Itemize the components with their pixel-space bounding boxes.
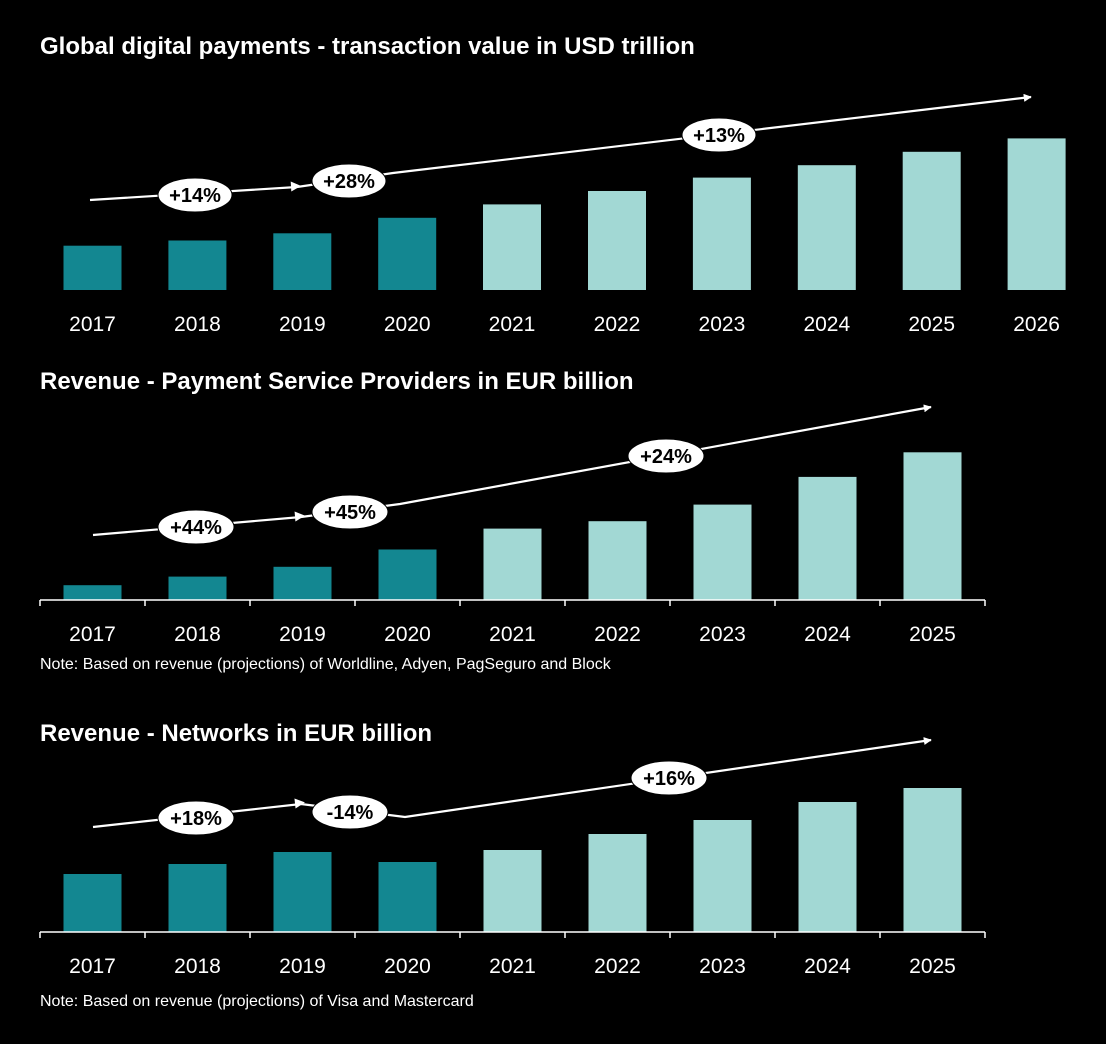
x-tick-label: 2023 [699,955,746,978]
bar-2017 [63,874,122,932]
bar-2020 [378,217,437,290]
bar-2024 [798,802,857,932]
x-tick-label: 2026 [1013,313,1060,336]
x-tick-label: 2019 [279,313,326,336]
growth-arrow-head [290,181,301,192]
bar-2018 [168,240,227,290]
bar-2017 [63,585,122,600]
chart-title: Global digital payments - transaction va… [40,33,695,60]
bar-2019 [273,852,332,932]
x-tick-label: 2023 [699,623,746,646]
bar-2026 [1007,138,1066,290]
x-tick-label: 2019 [279,623,326,646]
x-tick-label: 2022 [594,623,641,646]
growth-rate-label: +18% [170,808,222,830]
bar-2025 [902,151,961,290]
chart-title: Revenue - Payment Service Providers in E… [40,368,634,395]
x-tick-label: 2017 [69,313,116,336]
growth-bubble [311,163,387,199]
bar-2021 [483,204,541,290]
chart-note: Note: Based on revenue (projections) of … [40,993,474,1010]
bar-2022 [588,191,646,290]
x-tick-label: 2025 [909,955,956,978]
growth-rate-label: +16% [643,768,695,790]
bar-2022 [588,521,647,600]
bar-2023 [692,177,751,290]
chart-title: Revenue - Networks in EUR billion [40,720,433,747]
growth-rate-label: +28% [323,171,375,193]
x-tick-label: 2018 [174,623,221,646]
growth-rate-label: -14% [327,802,374,824]
bar-2017 [63,245,122,290]
bar-2019 [273,233,332,290]
x-tick-label: 2020 [384,955,431,978]
bar-2019 [273,566,332,600]
growth-bubble [157,800,235,836]
bar-2022 [588,834,647,932]
growth-bubble [681,117,757,153]
growth-arrow-head [294,511,305,522]
x-tick-label: 2024 [803,313,850,336]
x-tick-label: 2025 [909,623,956,646]
growth-arrow-head [294,798,305,809]
growth-bubble [627,438,705,474]
bar-2025 [903,788,962,932]
growth-arrow [89,93,1032,202]
growth-bubble [630,760,708,796]
x-tick-label: 2025 [908,313,955,336]
bar-2024 [798,476,857,600]
bar-2024 [797,165,856,290]
growth-bubble [311,494,389,530]
bar-2023 [693,504,752,600]
bar-2020 [378,862,437,932]
growth-bubble [311,794,389,830]
x-tick-label: 2020 [384,623,431,646]
bar-2023 [693,820,752,932]
x-tick-label: 2021 [489,313,536,336]
bar-2021 [483,528,542,600]
x-tick-label: 2021 [489,955,536,978]
x-tick-label: 2017 [69,955,116,978]
x-tick-label: 2017 [69,623,116,646]
x-tick-label: 2022 [594,955,641,978]
growth-rate-label: +24% [640,446,692,468]
bar-2018 [168,864,227,932]
x-tick-label: 2020 [384,313,431,336]
x-tick-label: 2018 [174,313,221,336]
growth-bubble [157,177,233,213]
x-tick-label: 2018 [174,955,221,978]
growth-rate-label: +13% [693,125,745,147]
bar-2018 [168,576,227,600]
bar-2021 [483,850,542,932]
x-tick-label: 2019 [279,955,326,978]
x-tick-label: 2022 [594,313,641,336]
growth-rate-label: +45% [324,502,376,524]
bar-2020 [378,549,437,600]
growth-rate-label: +44% [170,517,222,539]
bar-2025 [903,452,962,600]
growth-bubble [157,509,235,545]
x-tick-label: 2024 [804,955,851,978]
x-tick-label: 2021 [489,623,536,646]
x-tick-label: 2023 [699,313,746,336]
chart-note: Note: Based on revenue (projections) of … [40,656,611,673]
growth-rate-label: +14% [169,185,221,207]
x-tick-label: 2024 [804,623,851,646]
